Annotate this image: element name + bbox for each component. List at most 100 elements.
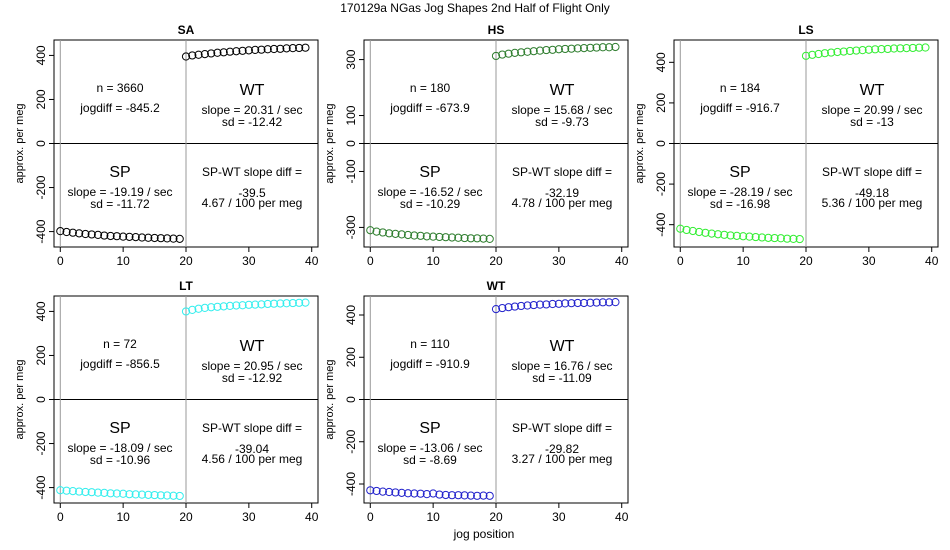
sp-slope-label: slope = -19.19 / sec [67, 185, 172, 199]
wt-point [244, 300, 253, 309]
sp-label: SP [109, 164, 130, 181]
sp-point [435, 232, 444, 242]
wt-point [238, 301, 247, 310]
y-tick-label: 300 [344, 49, 358, 69]
sp-point [682, 225, 691, 235]
wt-point [579, 44, 589, 53]
sp-point [739, 232, 748, 241]
y-tick-label: -200 [34, 175, 48, 199]
y-tick-label: 0 [344, 140, 358, 147]
sp-label: SP [419, 164, 440, 181]
panel-title: LT [179, 279, 193, 293]
wt-point [611, 42, 620, 52]
sp-point [795, 234, 804, 244]
sp-point [695, 227, 704, 237]
n-count-label: n = 184 [720, 81, 761, 95]
wt-point [491, 304, 501, 314]
wt-point [567, 44, 576, 53]
wt-point [251, 45, 260, 55]
sp-point [757, 233, 767, 242]
sp-point [460, 233, 469, 243]
x-tick-label: 40 [305, 510, 319, 524]
wt-point [188, 51, 197, 60]
y-tick-label: -100 [344, 159, 358, 183]
panel-title: SA [178, 23, 195, 37]
y-tick-label: 400 [34, 301, 48, 321]
wt-slope-label: slope = 15.68 / sec [511, 103, 612, 117]
sp-point [137, 490, 147, 499]
panel-hs: HS 0 10 20 30 40 -300 -100 0 100 300 approx. per me… [324, 23, 629, 268]
wt-point [225, 47, 235, 56]
wt-point [194, 50, 203, 59]
sp-point [169, 491, 178, 500]
sp-point [163, 491, 172, 500]
jogdiff-label: jogdiff = -673.9 [389, 101, 470, 115]
sp-point [441, 233, 450, 242]
wt-label: WT [550, 82, 575, 99]
jogdiff-label: jogdiff = -910.9 [389, 357, 470, 371]
x-tick-label: 10 [426, 510, 440, 524]
sp-point [378, 487, 387, 496]
wt-point [586, 43, 595, 52]
sp-point [62, 227, 71, 237]
sp-slope-label: slope = -16.52 / sec [377, 185, 482, 199]
wt-point [251, 300, 260, 309]
wt-sd-label: sd = -12.42 [222, 115, 283, 129]
sp-point [789, 234, 798, 243]
x-tick-label: 10 [426, 254, 440, 268]
wt-point [301, 43, 310, 52]
wt-point [548, 45, 557, 54]
y-tick-label: 200 [344, 347, 358, 367]
slope-diff-label: SP-WT slope diff = [512, 421, 612, 435]
y-tick-label: -400 [34, 475, 48, 499]
wt-label: WT [240, 82, 265, 99]
sp-point [429, 232, 438, 241]
y-tick-label: -200 [654, 172, 668, 196]
y-axis-label: approx. per meg [634, 103, 646, 183]
wt-point [883, 44, 892, 54]
sp-point [397, 230, 406, 239]
wt-point [605, 43, 614, 52]
sp-point [150, 490, 159, 500]
wt-point [611, 298, 620, 307]
sp-point [112, 489, 121, 498]
sp-point [720, 230, 729, 239]
wt-point [921, 43, 930, 52]
x-tick-label: 40 [615, 510, 629, 524]
wt-slope-label: slope = 20.99 / sec [821, 103, 922, 117]
wt-slope-label: slope = 20.31 / sec [201, 103, 302, 117]
sp-point [366, 486, 375, 495]
wt-point [510, 48, 519, 57]
sp-point [473, 491, 482, 500]
wt-point [288, 44, 297, 53]
jogdiff-label: jogdiff = -856.5 [79, 357, 160, 371]
jogdiff-label: jogdiff = -916.7 [699, 101, 780, 115]
wt-point [579, 298, 589, 308]
sp-point [435, 490, 444, 499]
x-tick-label: 10 [116, 510, 130, 524]
wt-point [504, 303, 513, 312]
slope-diff-per-meg: 3.27 / 100 per meg [512, 452, 613, 466]
sp-sd-label: sd = -10.29 [400, 197, 461, 211]
wt-point [194, 304, 203, 313]
sp-point [676, 224, 685, 233]
wt-point [827, 48, 836, 57]
slope-diff-value: -32.19 [545, 186, 579, 200]
wt-point [232, 301, 241, 310]
sp-point [175, 234, 184, 243]
sp-label: SP [109, 420, 130, 437]
panel-lt: LT 0 10 20 30 40 -400 -200 0 200 400 approx. per me… [14, 279, 319, 524]
wt-point [301, 298, 310, 307]
sp-point [707, 229, 716, 238]
wt-point [561, 299, 570, 308]
wt-point [200, 49, 209, 59]
sp-point [56, 486, 65, 495]
sp-point [81, 229, 90, 239]
sp-point [701, 228, 710, 237]
wt-point [517, 301, 526, 311]
sp-point [429, 489, 438, 498]
n-count-label: n = 110 [410, 337, 450, 351]
wt-point [498, 303, 507, 313]
sp-point [745, 232, 754, 241]
